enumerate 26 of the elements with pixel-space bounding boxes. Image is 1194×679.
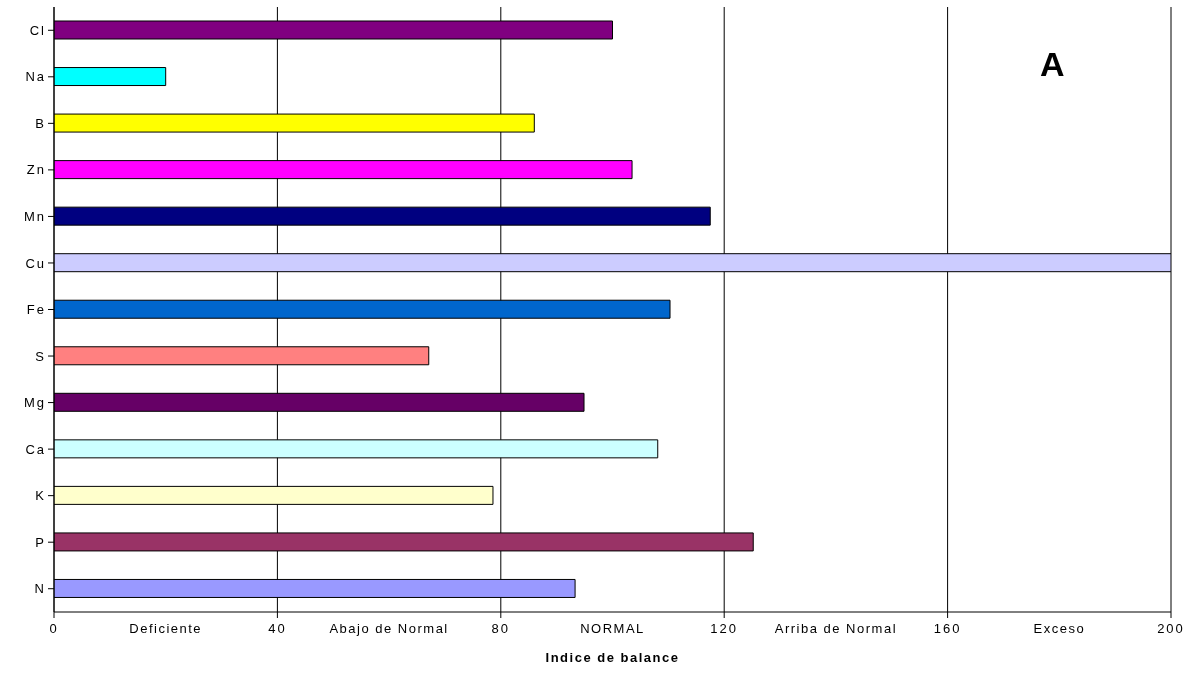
y-tick-label: K (35, 488, 46, 504)
x-tick-label: 80 (491, 621, 511, 637)
x-tick-label: 200 (1157, 621, 1185, 637)
y-tick-label: B (35, 115, 46, 131)
y-tick-label: N (34, 581, 46, 597)
y-tick-label: Ca (25, 441, 46, 457)
x-tick-label: 40 (268, 621, 287, 637)
text: Exceso (1033, 621, 1086, 636)
y-tick-label: Cl (29, 22, 46, 38)
text: NORMAL (580, 621, 645, 636)
text: Arriba de Normal (774, 621, 898, 636)
y-tick-label: Mg (23, 395, 46, 411)
y-tick-label: Fe (26, 302, 46, 318)
y-tick-label: Cu (25, 255, 46, 271)
y-tick-label: Zn (26, 162, 46, 178)
x-tick-label: 160 (933, 621, 962, 637)
x-axis-title: Indice de balance (545, 650, 680, 665)
y-tick-label: P (35, 534, 46, 550)
y-tick-label: Mn (23, 209, 46, 225)
x-tick-label: 0 (49, 621, 59, 637)
text: Deficiente (129, 621, 203, 636)
y-tick-label: S (35, 348, 46, 364)
annotation: A (1040, 45, 1065, 84)
y-tick-label: Na (25, 69, 46, 85)
text: Abajo de Normal (329, 621, 449, 636)
x-tick-label: 120 (710, 621, 739, 637)
